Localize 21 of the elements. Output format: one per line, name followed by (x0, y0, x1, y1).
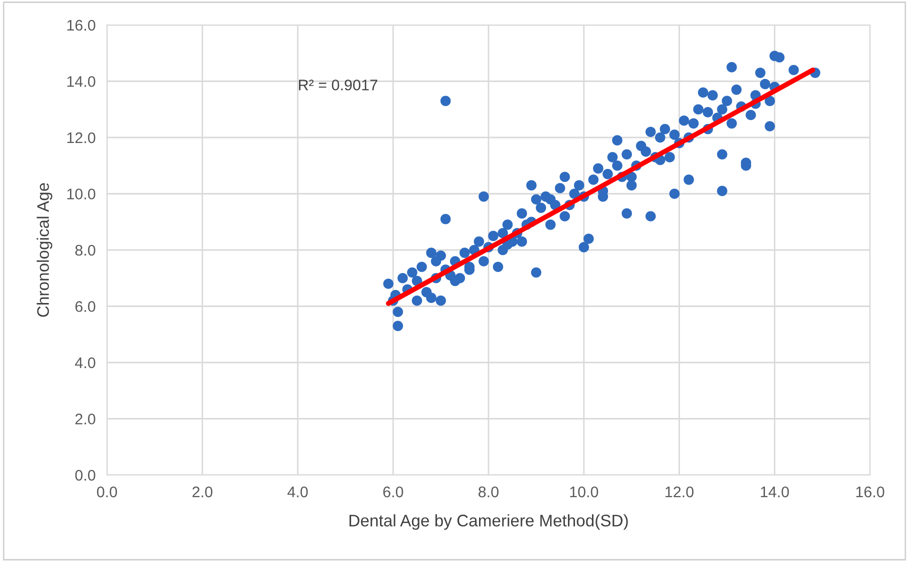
y-tick-label: 14.0 (67, 76, 96, 87)
x-tick-label: 4.0 (287, 486, 308, 498)
x-tick-label: 12.0 (666, 486, 694, 498)
x-tick-label: 2.0 (192, 486, 212, 498)
x-axis-title: Dental Age by Cameriere Method(SD) (350, 514, 628, 530)
x-tick-label: 8.0 (478, 486, 499, 498)
y-tick-label: 16.0 (67, 20, 96, 31)
y-tick-label: 6.0 (75, 301, 96, 312)
y-tick-label: 2.0 (75, 414, 96, 424)
x-tick-label: 0.0 (96, 486, 118, 498)
x-tick-label: 16.0 (856, 486, 884, 498)
y-tick-label: 12.0 (67, 132, 96, 144)
y-tick-label: 8.0 (75, 244, 96, 256)
annotation: R² = 0.9017 (299, 80, 378, 90)
y-tick-label: 0.0 (75, 470, 96, 481)
y-tick-label: 10.0 (67, 188, 96, 200)
y-axis-title: Chronological Age (36, 183, 52, 317)
x-tick-label: 6.0 (383, 486, 404, 498)
x-tick-label: 14.0 (760, 486, 789, 498)
y-tick-label: 4.0 (75, 357, 96, 368)
x-tick-label: 10.0 (570, 486, 598, 498)
